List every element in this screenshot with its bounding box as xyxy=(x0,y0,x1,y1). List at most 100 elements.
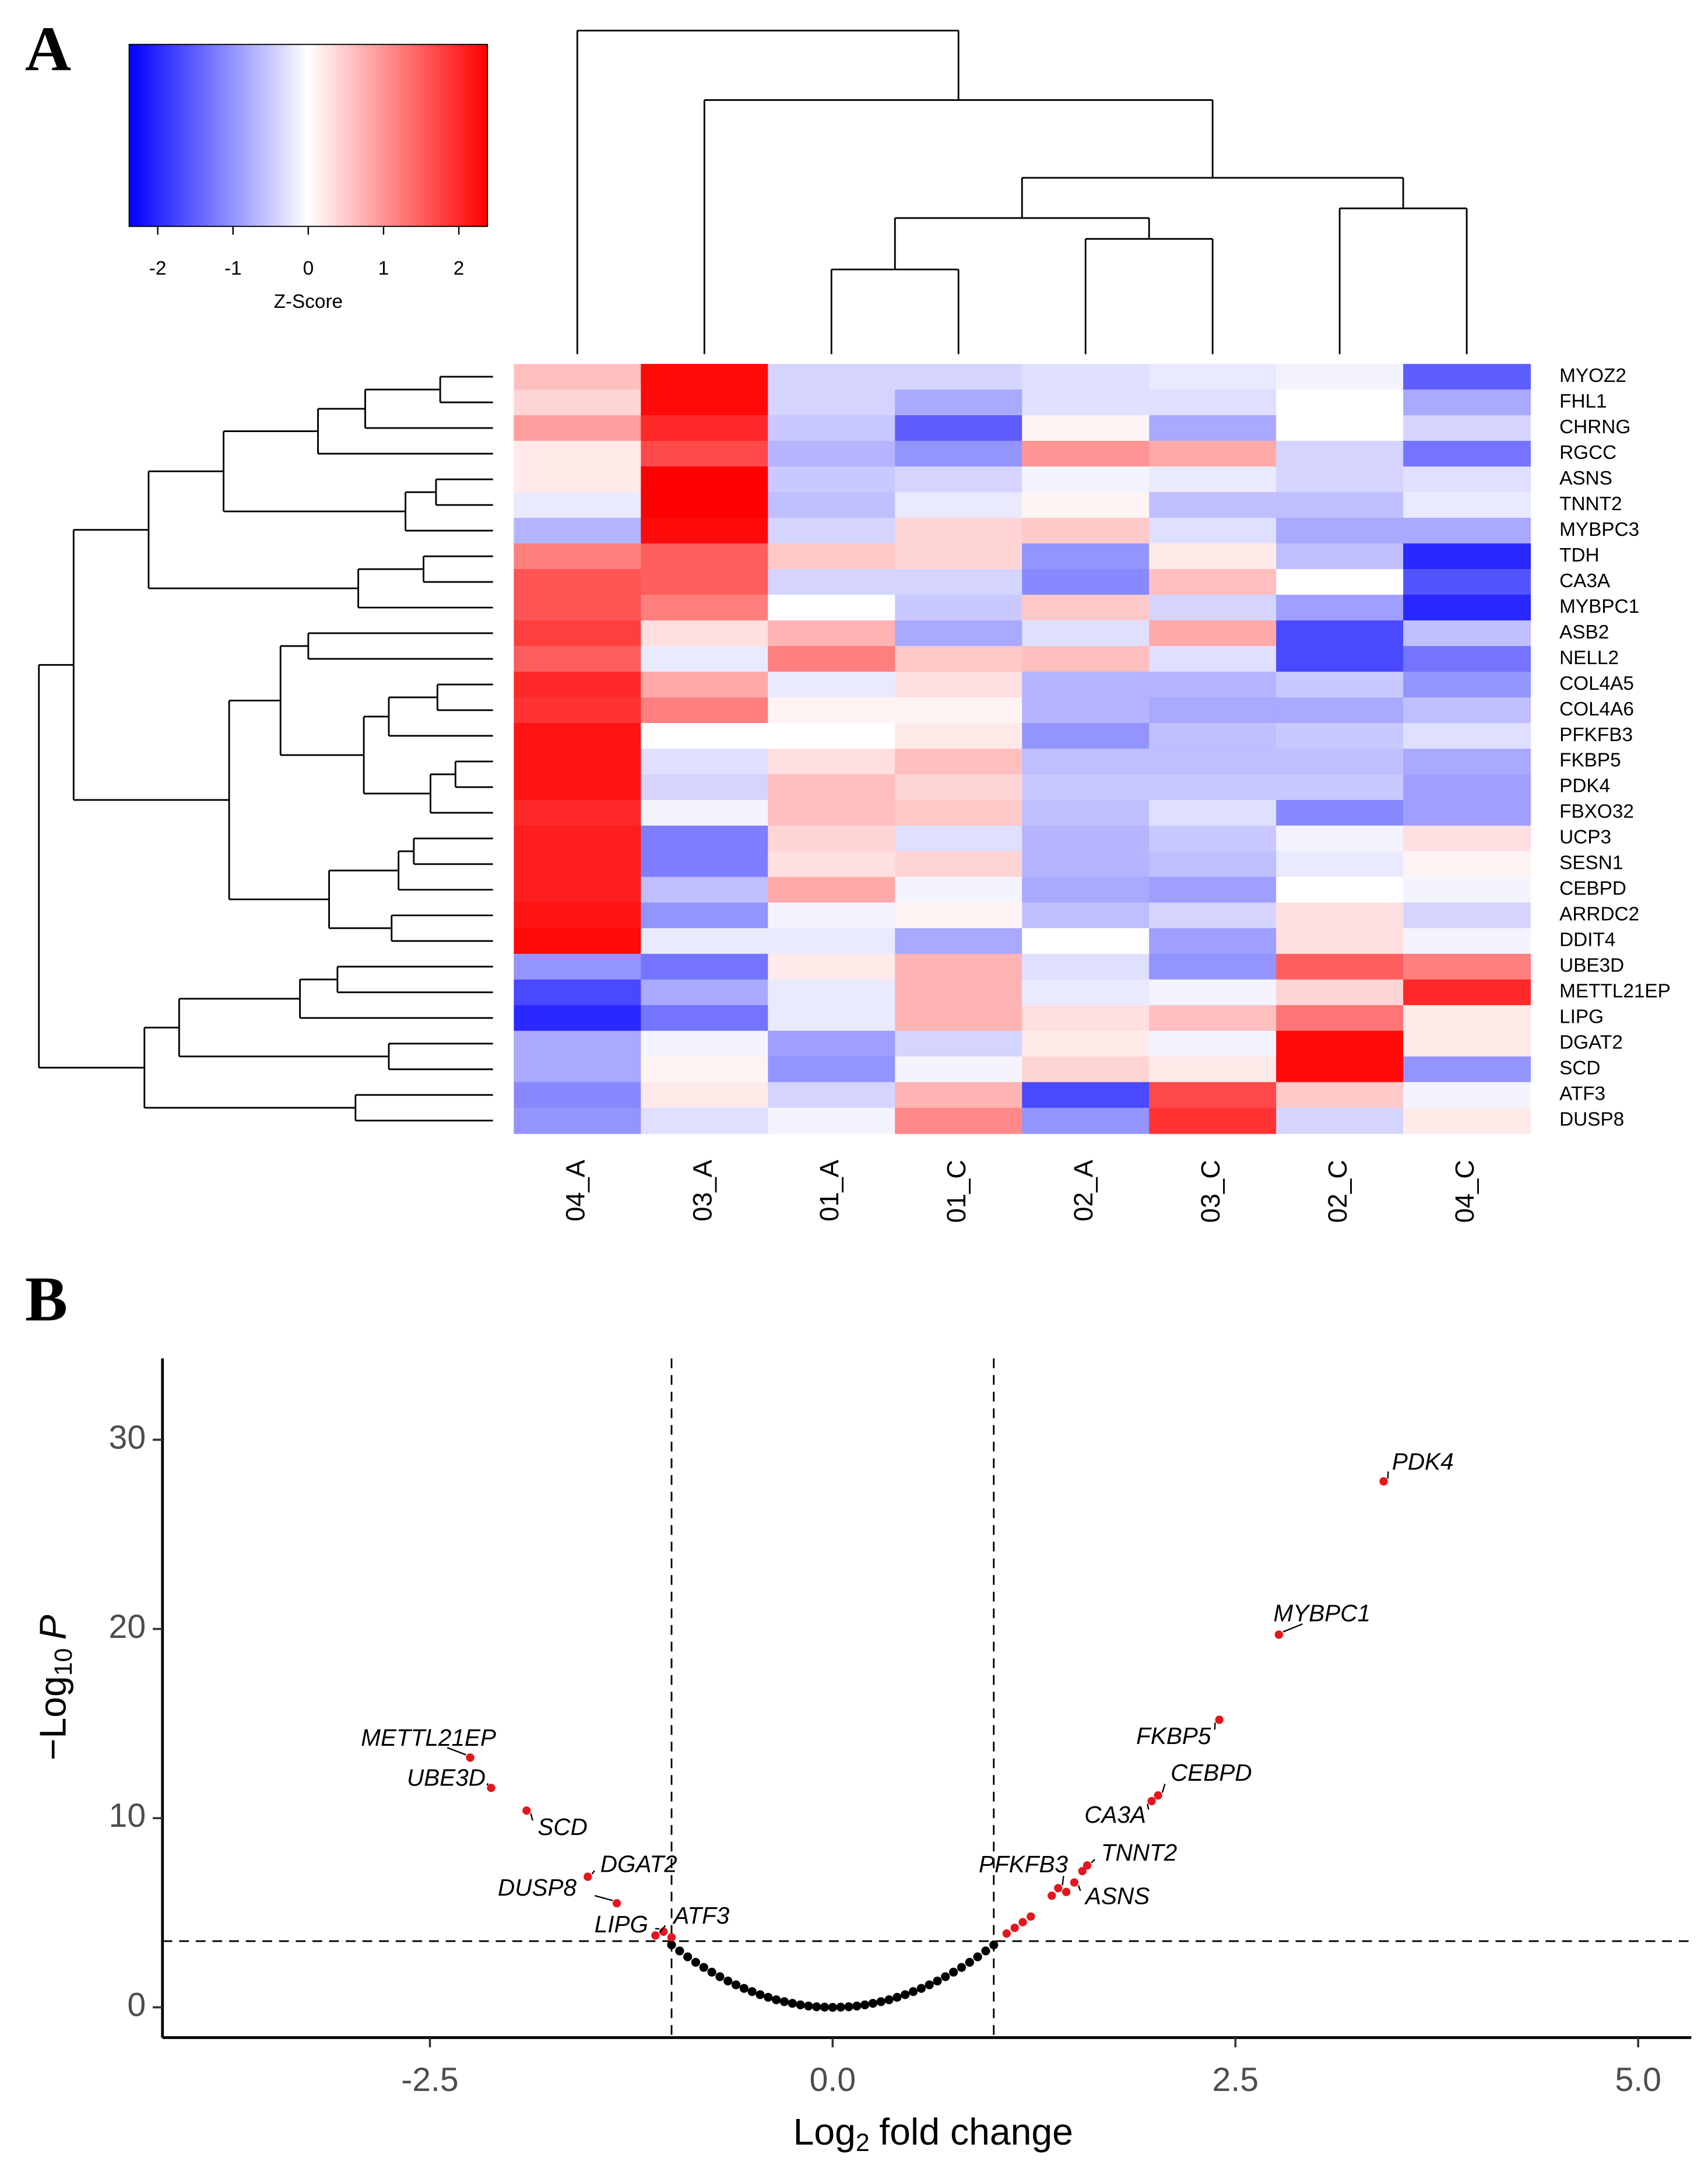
point xyxy=(1010,1924,1019,1932)
heatmap-cell xyxy=(641,876,769,903)
heatmap-cell xyxy=(768,1005,896,1031)
heatmap-cell xyxy=(1276,595,1404,621)
heatmap-cell xyxy=(1276,1030,1404,1057)
heatmap-cell xyxy=(1149,902,1277,929)
point xyxy=(683,1952,693,1962)
heatmap-cell xyxy=(1149,953,1277,980)
heatmap-cell xyxy=(1403,799,1531,826)
colorbar-tick-label: -2 xyxy=(149,258,167,279)
title-part: 2 xyxy=(856,2129,870,2157)
heatmap-cell xyxy=(895,851,1023,878)
heatmap-cell xyxy=(1403,851,1531,878)
heatmap-cell xyxy=(641,364,769,391)
heatmap-cell xyxy=(641,671,769,698)
point-label: CA3A xyxy=(1084,1801,1146,1828)
colorbar xyxy=(128,44,488,227)
point xyxy=(675,1946,684,1956)
heatmap-cell xyxy=(895,543,1023,570)
row-label: CHRNG xyxy=(1559,416,1630,438)
point xyxy=(933,1976,942,1986)
row-label: UBE3D xyxy=(1559,955,1624,977)
heatmap-cell xyxy=(895,928,1023,955)
column-label: 03_A xyxy=(687,1159,717,1221)
row-label: FHL1 xyxy=(1559,391,1607,412)
heatmap-cell xyxy=(1403,620,1531,647)
point xyxy=(989,1940,999,1950)
heatmap-cell xyxy=(514,415,642,442)
heatmap-cell xyxy=(1149,415,1277,442)
point xyxy=(731,1980,741,1989)
heatmap-cell xyxy=(641,902,769,929)
heatmap-cell xyxy=(514,620,642,647)
heatmap-cell xyxy=(768,415,896,442)
point-label: LIPG xyxy=(595,1911,648,1938)
heatmap-cell xyxy=(641,390,769,416)
point xyxy=(892,1992,902,2002)
heatmap-cell xyxy=(1149,928,1277,955)
heatmap-cell xyxy=(514,390,642,416)
heatmap-cell xyxy=(514,492,642,518)
heatmap-cell xyxy=(768,671,896,698)
point xyxy=(1048,1892,1056,1900)
point xyxy=(941,1972,950,1981)
x-tick-label: 5.0 xyxy=(1615,2061,1661,2099)
heatmap-cell xyxy=(768,825,896,852)
heatmap-cell xyxy=(1149,851,1277,878)
point xyxy=(715,1972,725,1981)
heatmap-cell xyxy=(1022,1107,1150,1134)
heatmap-cell xyxy=(895,774,1023,801)
heatmap-cell xyxy=(1276,1107,1404,1134)
heatmap-cell xyxy=(1149,595,1277,621)
point xyxy=(1083,1861,1092,1870)
heatmap-cell xyxy=(1022,1056,1150,1083)
row-label: SCD xyxy=(1559,1058,1600,1079)
title-part: P xyxy=(31,1615,73,1640)
label-leader xyxy=(594,1894,613,1901)
heatmap-cell xyxy=(641,595,769,621)
row-label: CA3A xyxy=(1559,570,1611,592)
heatmap-cell xyxy=(768,390,896,416)
heatmap-cell xyxy=(768,774,896,801)
heatmap-cell xyxy=(1022,902,1150,929)
heatmap-cell xyxy=(1403,697,1531,724)
heatmap-cell xyxy=(514,928,642,955)
heatmap-cell xyxy=(1022,543,1150,570)
heatmap-cell xyxy=(641,441,769,468)
heatmap-cell xyxy=(895,620,1023,647)
heatmap-cell xyxy=(514,825,642,852)
point xyxy=(836,2002,845,2012)
point xyxy=(1027,1912,1035,1921)
label-leader xyxy=(1161,1784,1166,1793)
heatmap-cell xyxy=(1149,569,1277,595)
row-label: MYOZ2 xyxy=(1559,365,1626,387)
heatmap-cell xyxy=(1403,671,1531,698)
point xyxy=(747,1987,757,1996)
heatmap-cell xyxy=(641,1082,769,1108)
point-label: DGAT2 xyxy=(600,1850,677,1877)
heatmap-cell xyxy=(1276,902,1404,929)
panel-label: A xyxy=(25,13,71,84)
point xyxy=(1054,1884,1063,1893)
row-label: RGCC xyxy=(1559,442,1616,464)
heatmap-cell xyxy=(1149,825,1277,852)
heatmap-cell xyxy=(895,953,1023,980)
heatmap-cell xyxy=(1276,876,1404,903)
point xyxy=(1070,1878,1079,1887)
heatmap-cell xyxy=(895,697,1023,724)
colorbar-tick-label: 0 xyxy=(303,258,314,279)
heatmap-cell xyxy=(895,799,1023,826)
label-leader xyxy=(1091,1858,1095,1864)
heatmap-cell xyxy=(1403,876,1531,903)
heatmap-cell xyxy=(641,953,769,980)
heatmap-cell xyxy=(768,748,896,775)
heatmap-cell xyxy=(1149,364,1277,391)
heatmap-cell xyxy=(1022,1082,1150,1108)
heatmap-cell xyxy=(1022,415,1150,442)
point xyxy=(772,1995,781,2005)
heatmap-cell xyxy=(895,492,1023,518)
point-label: PDK4 xyxy=(1392,1448,1454,1475)
heatmap-cell xyxy=(1403,825,1531,852)
point xyxy=(707,1967,716,1977)
point-label: METTL21EP xyxy=(361,1724,496,1751)
point xyxy=(981,1946,990,1956)
